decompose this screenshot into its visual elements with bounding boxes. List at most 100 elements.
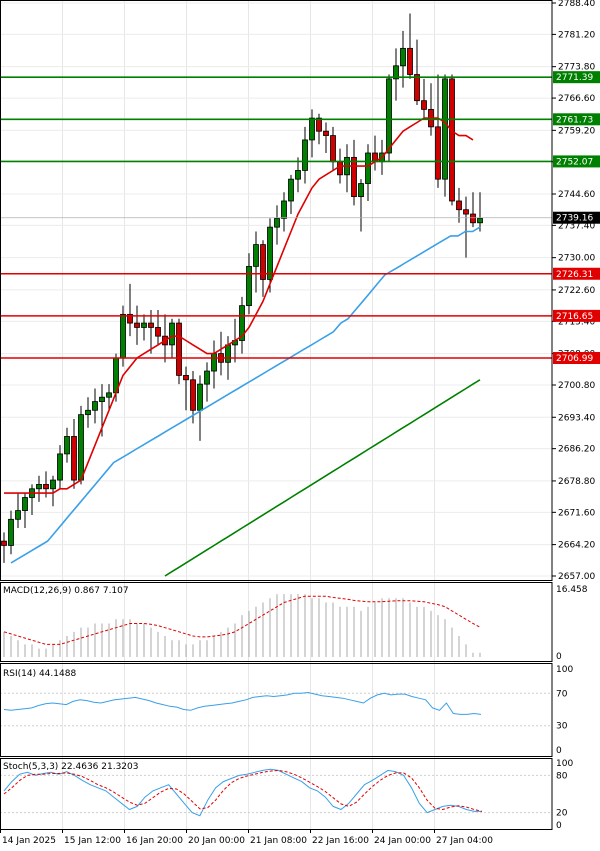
candle-body xyxy=(400,47,406,67)
x-tick-label: 27 Jan 04:00 xyxy=(436,836,493,846)
macd-scale-bottom: 0 xyxy=(556,652,562,662)
price-tick-label: 2737.40 xyxy=(558,221,595,231)
candle xyxy=(260,240,266,297)
candle xyxy=(281,192,287,232)
pane-border xyxy=(0,758,553,830)
candle-body xyxy=(134,322,140,328)
price-tick-label: 2671.60 xyxy=(558,508,595,518)
price-tick-label: 2700.80 xyxy=(558,381,595,391)
candle xyxy=(442,74,448,197)
candle-body xyxy=(197,383,203,411)
candle xyxy=(351,139,357,206)
candle xyxy=(92,388,98,424)
rsi-label: RSI(14) 44.1488 xyxy=(3,669,76,679)
candle-body xyxy=(323,130,329,136)
candle-body xyxy=(295,170,301,180)
candle xyxy=(169,318,175,358)
candle xyxy=(393,48,399,101)
stoch-k-line xyxy=(3,768,482,817)
candle-body xyxy=(225,344,231,363)
candle-body xyxy=(246,265,252,307)
candle xyxy=(435,74,441,188)
x-tick-label: 24 Jan 00:00 xyxy=(374,836,431,846)
candle-body xyxy=(351,156,357,198)
candle xyxy=(253,231,259,293)
x-tick-label: 20 Jan 00:00 xyxy=(188,836,245,846)
candle-body xyxy=(176,322,182,376)
rsi-tick-label: 100 xyxy=(556,665,573,675)
x-tick-label: 22 Jan 16:00 xyxy=(312,836,369,846)
candle-body xyxy=(393,65,399,80)
candle xyxy=(22,493,28,529)
candle-body xyxy=(456,200,462,211)
candle-body xyxy=(253,244,259,267)
candle xyxy=(400,30,406,88)
candle xyxy=(176,318,182,385)
price-tick-label: 2773.80 xyxy=(558,63,595,73)
candle-body xyxy=(470,213,476,224)
pane-border xyxy=(0,582,553,662)
resistance-level-tag xyxy=(553,113,600,126)
candle-body xyxy=(281,200,287,219)
candle-body xyxy=(358,183,364,198)
candle-body xyxy=(386,78,392,154)
pane-border xyxy=(0,663,553,757)
candle xyxy=(421,78,427,119)
candle xyxy=(141,314,147,341)
candle xyxy=(239,296,245,354)
price-tick-label: 2788.40 xyxy=(558,0,595,9)
candle xyxy=(274,205,280,245)
candle xyxy=(127,283,133,337)
candle xyxy=(148,309,154,354)
x-tick-label: 15 Jan 12:00 xyxy=(64,836,121,846)
candle-body xyxy=(449,78,455,202)
resistance-level-label: 2752.07 xyxy=(556,157,593,167)
x-tick-label: 21 Jan 08:00 xyxy=(250,836,307,846)
candle xyxy=(106,384,112,411)
candle-body xyxy=(43,484,49,490)
macd-label: MACD(12,26,9) 0.867 7.107 xyxy=(3,586,129,596)
candle-body xyxy=(302,139,308,171)
price-tick-label: 2693.40 xyxy=(558,413,595,423)
stoch-tick-label: 0 xyxy=(556,821,562,831)
last-price-tag xyxy=(553,211,600,224)
candle-body xyxy=(106,392,112,398)
price-tick-label: 2722.60 xyxy=(558,286,595,296)
candle-body xyxy=(15,510,21,520)
candle-body xyxy=(36,484,42,490)
price-tick-label: 2730.00 xyxy=(558,254,595,264)
candle-body xyxy=(211,353,217,372)
candle-body xyxy=(204,370,210,385)
candle-body xyxy=(155,327,161,337)
ma-red-line xyxy=(4,117,474,494)
rsi-pane xyxy=(0,691,552,727)
candle-body xyxy=(435,126,441,180)
candle-body xyxy=(78,414,84,481)
stoch-tick-label: 100 xyxy=(556,759,573,769)
support-level-tag xyxy=(553,267,600,280)
price-tick-label: 2781.20 xyxy=(558,30,595,40)
candle-body xyxy=(99,396,105,402)
candle xyxy=(57,445,63,489)
candle-body xyxy=(421,100,427,110)
candle xyxy=(288,174,294,215)
x-tick-label: 16 Jan 20:00 xyxy=(126,836,183,846)
stoch-tick-label: 20 xyxy=(556,809,568,819)
candle xyxy=(295,157,301,193)
candle xyxy=(358,179,364,232)
support-level-label: 2726.31 xyxy=(556,270,593,280)
support-level-tag xyxy=(553,309,600,322)
candle xyxy=(323,122,329,154)
candle xyxy=(267,218,273,293)
price-tick-label: 2664.20 xyxy=(558,541,595,551)
support-level-tag xyxy=(553,352,600,365)
candle-body xyxy=(337,161,343,176)
candle xyxy=(183,366,189,411)
resistance-level-label: 2771.39 xyxy=(556,73,593,83)
resistance-level-tag xyxy=(553,155,600,168)
price-pane xyxy=(0,13,552,577)
candle xyxy=(449,74,455,206)
rsi-tick-label: 0 xyxy=(556,746,562,756)
candle-body xyxy=(288,178,294,202)
